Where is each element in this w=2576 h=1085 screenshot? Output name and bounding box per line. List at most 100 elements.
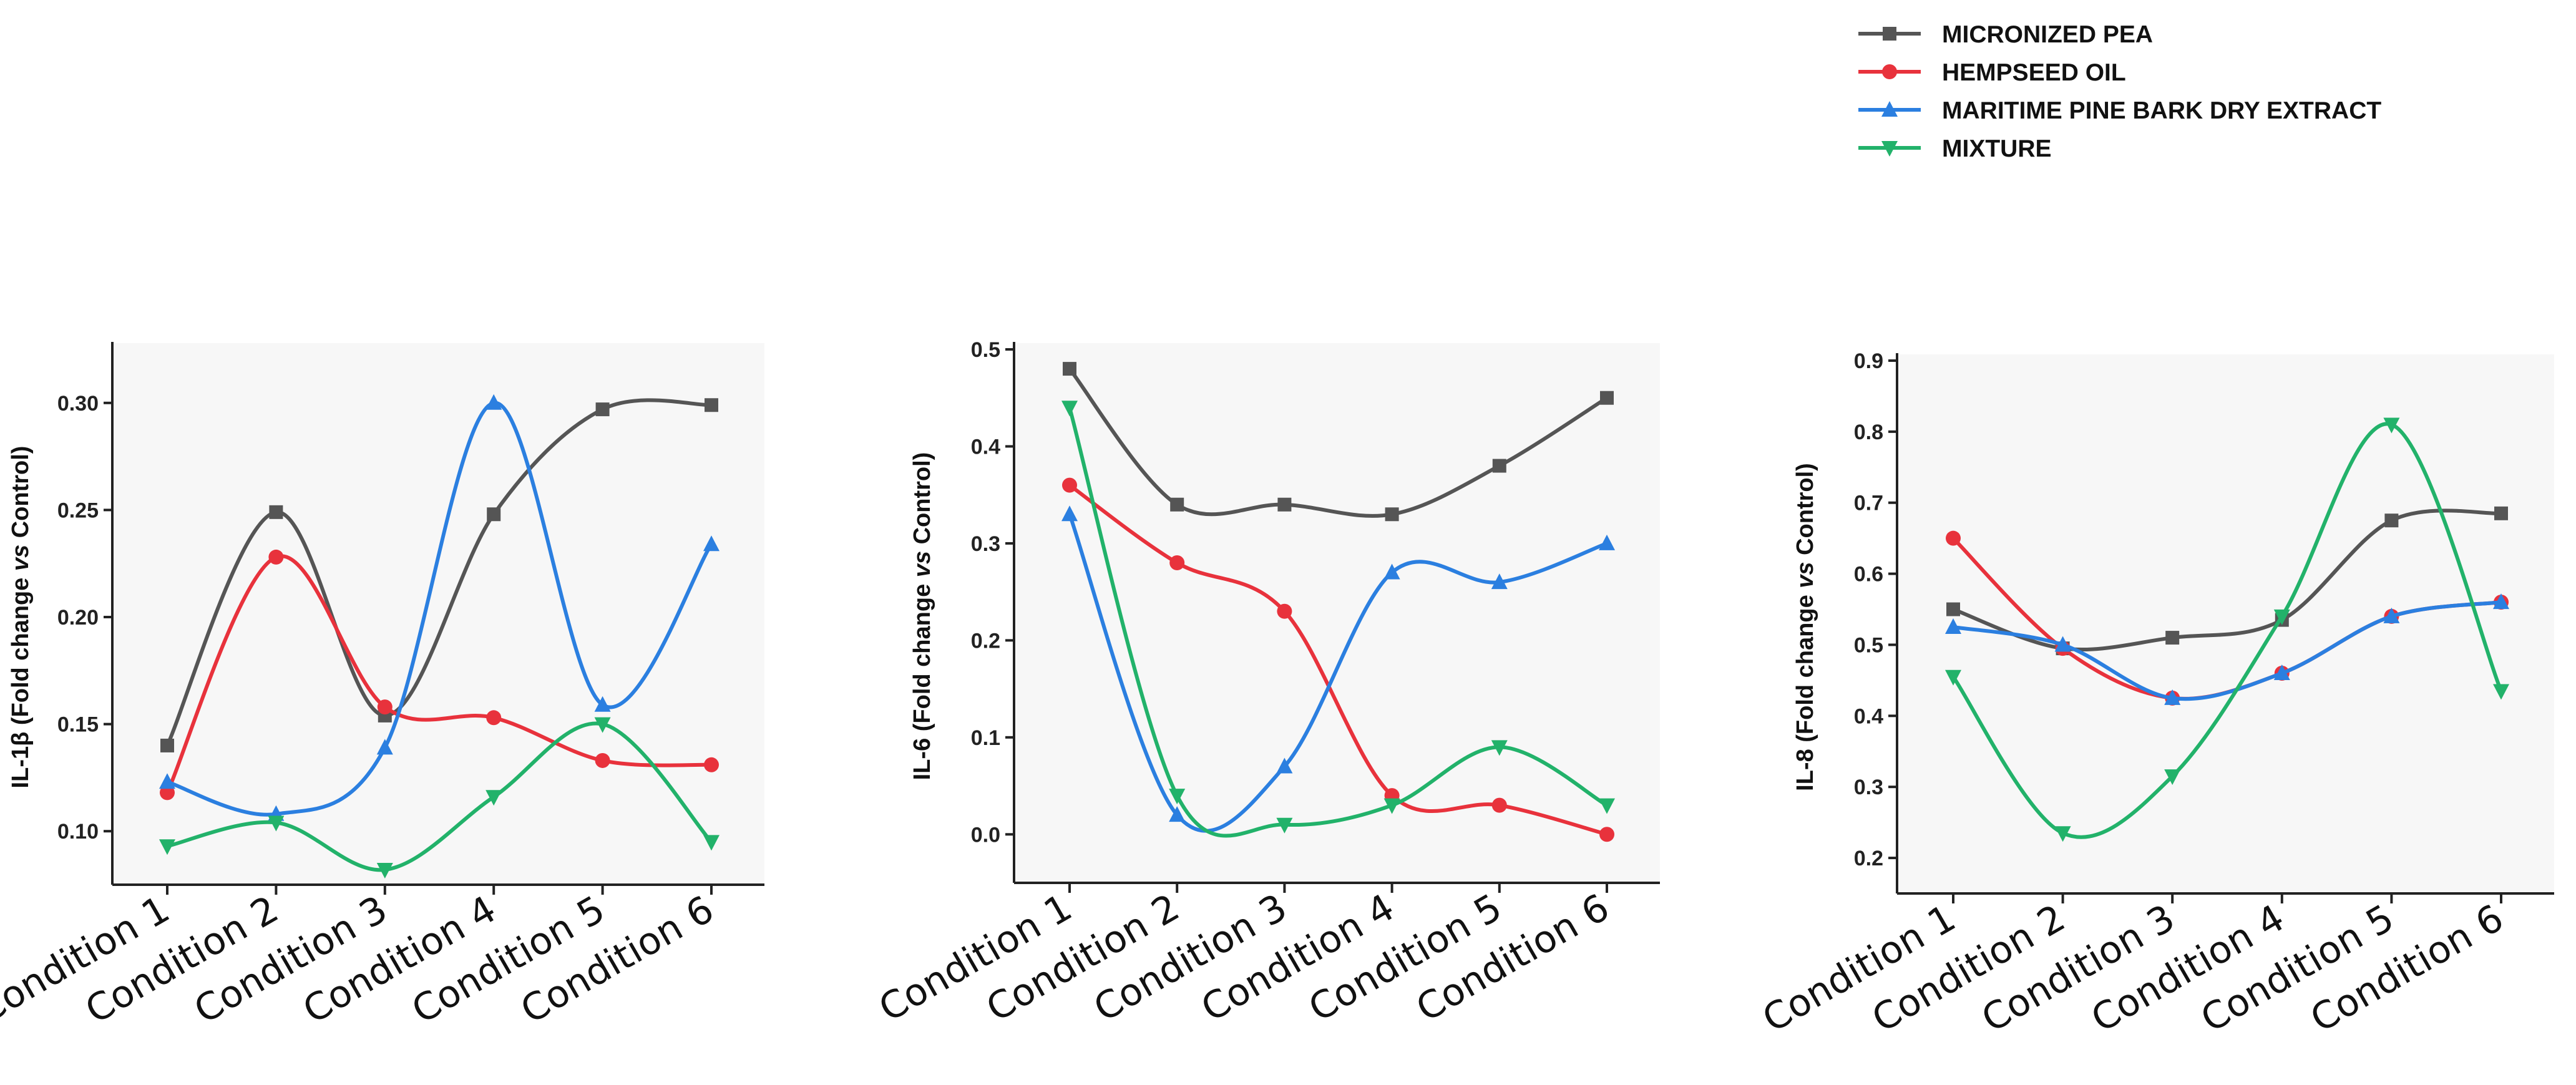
data-point [376,862,393,878]
data-point [1383,563,1400,580]
legend-item-hempseed-oil: HEMPSEED OIL [1858,59,2126,86]
data-point [1600,391,1614,405]
y-tick-label: 0.3 [1854,776,1883,799]
data-point [485,394,502,410]
y-tick-label: 0.30 [57,392,99,416]
data-point [2164,769,2181,786]
y-tick-label: 0.7 [1854,492,1883,515]
legend-item-maritime-pine-bark-dry-extract: MARITIME PINE BARK DRY EXTRACT [1858,97,2381,124]
data-point [1169,555,1185,570]
data-point [269,505,283,519]
y-tick-label: 0.15 [57,713,99,737]
data-point [1061,505,1078,522]
y-tick-label: 0.8 [1854,421,1883,444]
series-hempseed-oil [160,549,719,800]
data-point [705,398,718,412]
data-point [2165,631,2180,645]
series-mixture [1061,401,1615,838]
y-axis-title: IL-1β (Fold change vs Control) [7,446,34,789]
legend-item-mixture: MIXTURE [1858,135,2052,162]
data-point [1383,798,1400,814]
data-point [1491,797,1507,813]
data-point [1169,806,1186,822]
data-point [1599,827,1614,842]
y-axis-title-prefix: IL-6 (Fold change [909,577,935,780]
data-point [1492,459,1506,473]
y-tick-label: 0.10 [57,820,99,844]
plot-area [1900,354,2554,892]
data-point [704,757,719,772]
data-point [1063,362,1076,376]
data-point [376,739,393,755]
data-point [2493,593,2509,610]
y-tick-label: 0.2 [1854,847,1883,870]
data-point [595,402,610,417]
data-point [268,815,285,832]
y-tick-label: 0.6 [1854,563,1883,586]
y-tick-label: 0.3 [971,532,1000,556]
plot-area [1017,343,1660,882]
y-axis-title-prefix: IL-1β (Fold change [7,571,34,788]
data-point [2054,826,2071,842]
data-point [159,839,175,855]
y-tick-label: 0.2 [971,629,1000,653]
data-point [160,738,174,752]
series-maritime-pine-bark-dry-extract [1945,593,2509,705]
y-axis-title-italic: vs [1792,562,1818,588]
data-point [1599,798,1615,814]
data-point [160,785,175,800]
legend: MICRONIZED PEA HEMPSEED OIL MARITIME PINE … [1858,21,2381,162]
data-point [1599,534,1615,550]
y-tick-label: 0.5 [1854,633,1883,657]
data-point [1062,477,1077,493]
y-axis-title-suffix: Control) [7,446,34,545]
y-tick-label: 0.0 [971,823,1000,847]
data-point [1491,573,1508,590]
legend-label: MICRONIZED PEA [1942,21,2153,48]
data-point [703,835,720,851]
plot-area [115,343,764,883]
legend-marker [1883,27,1896,41]
data-point [1491,740,1508,756]
y-axis-title: IL-6 (Fold change vs Control) [909,452,935,781]
data-point [1170,497,1184,512]
legend-marker [1881,141,1898,157]
data-point [1276,757,1293,774]
y-tick-label: 0.4 [971,435,1000,459]
y-axis-title-suffix: Control) [909,452,935,551]
y-axis-title-italic: vs [7,545,34,571]
data-point [1277,603,1292,619]
legend-marker [1882,64,1897,79]
data-point [2383,607,2400,623]
y-axis-title: IL-8 (Fold change vs Control) [1792,463,1818,791]
data-point [2494,506,2508,520]
y-tick-label: 0.5 [971,338,1000,362]
legend-item-micronized-pea: MICRONIZED PEA [1858,21,2153,48]
y-axis-title-italic: vs [909,551,935,577]
y-tick-label: 0.9 [1854,349,1883,373]
data-point [2273,664,2290,681]
y-tick-label: 0.20 [57,606,99,630]
legend-label: MARITIME PINE BARK DRY EXTRACT [1942,97,2381,124]
series-line [1951,508,2503,652]
series-micronized-pea [1063,362,1614,522]
series-line [1068,367,1609,518]
data-point [485,790,502,806]
legend-label: HEMPSEED OIL [1942,59,2126,86]
data-point [595,752,610,768]
y-tick-label: 0.25 [57,499,99,522]
legend-label: MIXTURE [1942,135,2052,162]
series-mixture [159,717,720,878]
data-point [2384,513,2399,528]
series-line [1951,600,2503,701]
data-point [703,535,720,552]
y-tick-label: 0.4 [1854,704,1883,728]
series-line [165,401,713,817]
series-maritime-pine-bark-dry-extract [1061,505,1615,833]
series-hempseed-oil [1062,477,1614,842]
data-point [1061,401,1078,417]
legend-marker [1881,101,1898,117]
